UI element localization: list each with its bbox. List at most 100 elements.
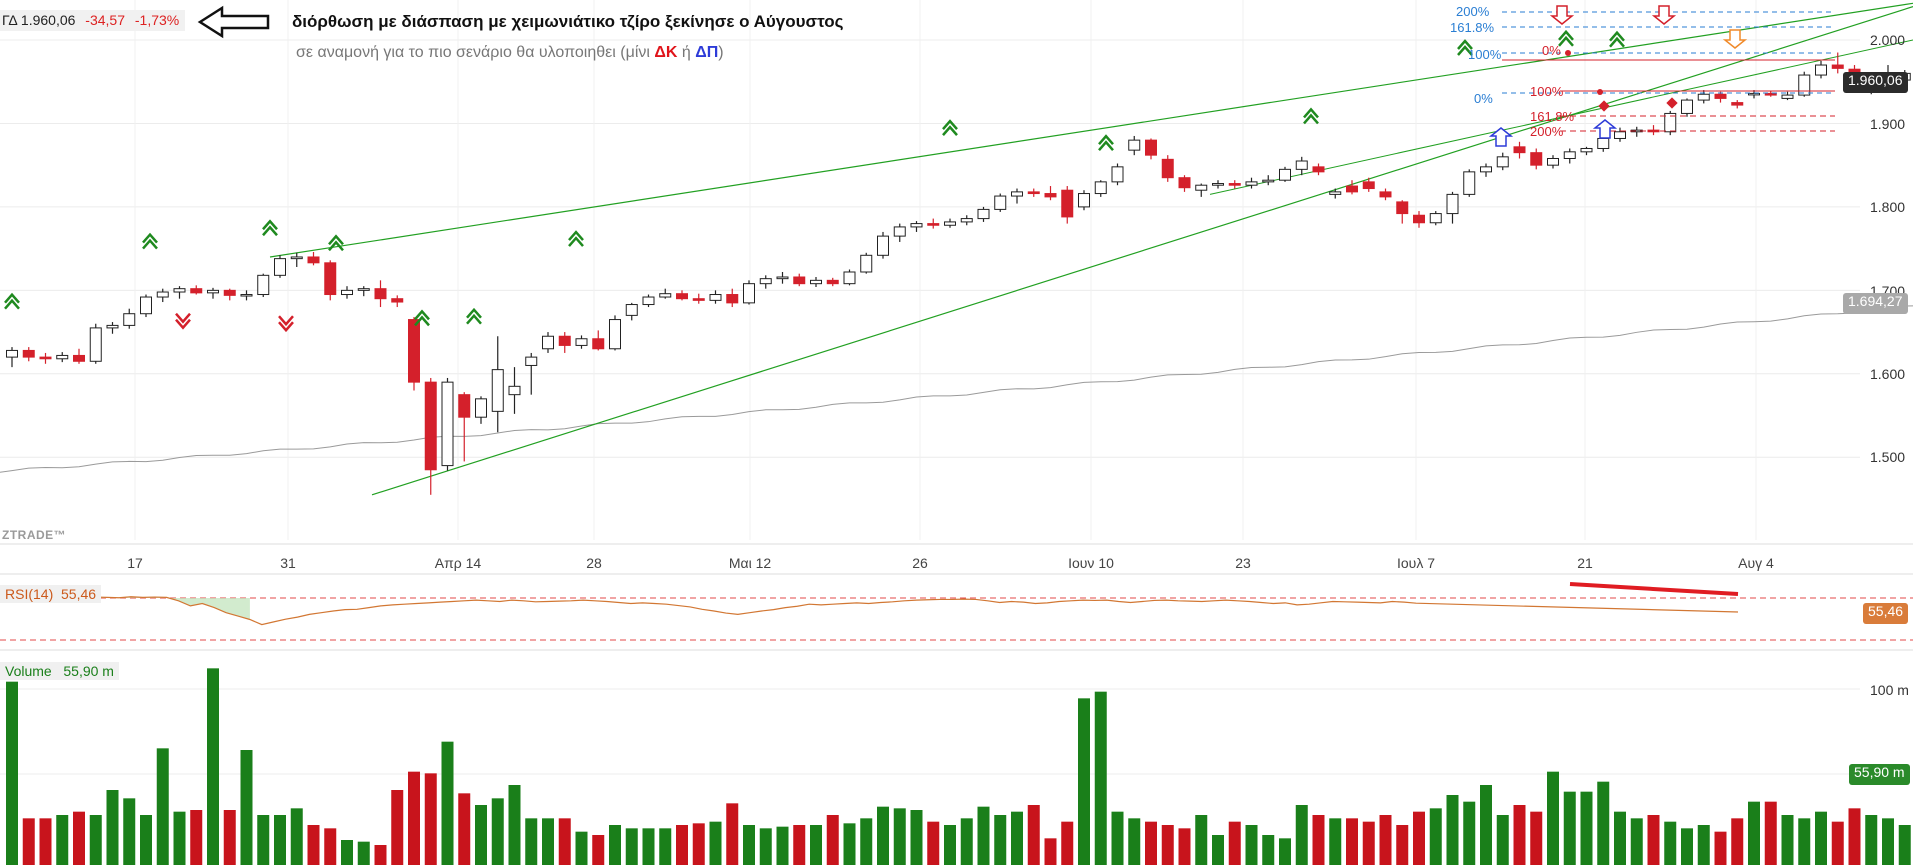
candle bbox=[525, 352, 538, 395]
volume-bar bbox=[542, 818, 554, 865]
candle bbox=[207, 287, 219, 299]
candle bbox=[56, 352, 69, 363]
bullish-chevron-icon bbox=[1609, 30, 1625, 48]
candle-body bbox=[1664, 112, 1677, 133]
volume-bar bbox=[123, 798, 136, 865]
candle-body bbox=[123, 313, 136, 326]
volume-bar bbox=[1413, 811, 1425, 865]
candle bbox=[910, 221, 923, 232]
candle-body bbox=[625, 304, 638, 316]
candle bbox=[1647, 125, 1660, 136]
candle bbox=[89, 323, 102, 364]
volume-bar bbox=[408, 771, 420, 865]
volume-bar bbox=[1279, 838, 1291, 865]
rsi-divergence-line bbox=[1569, 582, 1739, 596]
candle-body bbox=[475, 398, 487, 418]
candle-body bbox=[944, 221, 956, 226]
candle-body bbox=[692, 298, 705, 301]
candle-body bbox=[1547, 157, 1559, 166]
candle-body bbox=[290, 256, 303, 260]
rsi-legend: RSI(14) 55,46 bbox=[0, 585, 102, 603]
candle bbox=[324, 260, 337, 301]
candle-body bbox=[1195, 184, 1208, 191]
candle-body bbox=[1295, 160, 1308, 170]
volume-bar bbox=[910, 810, 923, 865]
volume-bar bbox=[307, 825, 320, 865]
volume-bar bbox=[1681, 828, 1693, 865]
fib-label: 100% bbox=[1530, 84, 1564, 99]
bullish-chevron-icon bbox=[1457, 39, 1473, 56]
candles bbox=[6, 52, 1911, 495]
annotation-dk: ΔΚ bbox=[654, 44, 678, 61]
candle bbox=[659, 288, 672, 299]
volume-bar bbox=[1027, 805, 1040, 865]
volume-bar bbox=[1614, 811, 1626, 865]
volume-bar bbox=[223, 810, 236, 865]
fib-label: 161.8% bbox=[1530, 109, 1575, 124]
signal-dot-icon bbox=[1565, 50, 1571, 56]
time-tick-label: Αυγ 4 bbox=[1738, 555, 1774, 571]
candle-body bbox=[190, 288, 203, 294]
volume-bar bbox=[190, 810, 203, 865]
volume-bar bbox=[709, 821, 722, 865]
volume-value-marker: 55,90 m bbox=[1849, 764, 1910, 785]
volume-bar bbox=[1429, 808, 1442, 865]
candle-body bbox=[6, 349, 18, 358]
candle bbox=[1563, 148, 1576, 164]
volume-bar bbox=[810, 825, 822, 865]
volume-bar bbox=[1044, 838, 1057, 865]
candle-body bbox=[1027, 191, 1040, 195]
bullish-chevron-icon bbox=[414, 309, 430, 327]
fib-label: 0% bbox=[1474, 91, 1493, 106]
candle bbox=[1295, 156, 1308, 176]
price-tick: 1.800 bbox=[1870, 199, 1906, 215]
candle bbox=[1831, 52, 1844, 74]
candle bbox=[408, 317, 420, 391]
fib-label: 161.8% bbox=[1450, 20, 1495, 35]
candle-body bbox=[257, 274, 270, 296]
ticker-price: 1.960,06 bbox=[20, 12, 76, 28]
price-tick: 1.900 bbox=[1870, 116, 1906, 132]
bullish-chevron-icon bbox=[142, 232, 158, 250]
annotation-sub-mid: ή bbox=[677, 44, 696, 61]
candle-body bbox=[592, 338, 605, 350]
candle-body bbox=[1781, 94, 1794, 99]
bullish-chevron-icon bbox=[1558, 29, 1574, 47]
candle bbox=[1614, 127, 1626, 142]
candle bbox=[223, 288, 236, 301]
volume-bar bbox=[1078, 698, 1090, 865]
candle-body bbox=[877, 235, 889, 256]
candle bbox=[1815, 60, 1827, 79]
candle bbox=[625, 302, 638, 321]
volume-bar bbox=[1563, 791, 1576, 865]
candle bbox=[156, 288, 169, 303]
candle bbox=[424, 377, 437, 495]
volume-bar bbox=[793, 825, 806, 865]
candle bbox=[1413, 211, 1425, 228]
candle-body bbox=[73, 354, 85, 362]
volume-bar bbox=[1898, 825, 1911, 865]
candle bbox=[6, 347, 18, 368]
volume-bar bbox=[1178, 828, 1191, 865]
candle-body bbox=[106, 324, 119, 329]
candle bbox=[1530, 148, 1543, 170]
volume-bar bbox=[759, 828, 772, 865]
candle bbox=[877, 231, 889, 259]
up-arrow-icon bbox=[1592, 119, 1618, 139]
volume-bar bbox=[1011, 811, 1023, 865]
candle bbox=[290, 252, 303, 267]
candle-body bbox=[994, 195, 1007, 210]
candle-body bbox=[1815, 64, 1827, 76]
volume-bar bbox=[1145, 821, 1157, 865]
volume-bar bbox=[642, 828, 655, 865]
candle bbox=[307, 251, 320, 266]
down-arrow-icon bbox=[1722, 29, 1748, 49]
annotation-sub-suffix: ) bbox=[718, 44, 724, 61]
candle-body bbox=[960, 218, 973, 223]
candle bbox=[1446, 191, 1459, 224]
down-arrow-icon bbox=[1549, 5, 1575, 25]
volume-bar bbox=[140, 815, 152, 865]
lower-trendline bbox=[371, 6, 1913, 496]
volume-bar bbox=[1262, 835, 1275, 865]
